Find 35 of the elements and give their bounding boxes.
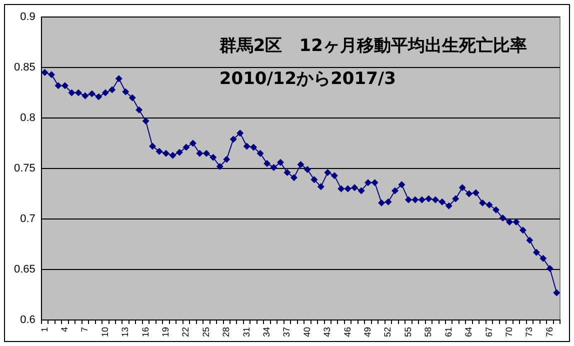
y-tick-label: 0.85 — [14, 62, 36, 74]
x-tick-label: 1 — [39, 326, 50, 332]
x-tick-label: 16 — [140, 326, 150, 338]
y-tick-label: 0.8 — [20, 112, 36, 124]
x-tick-label: 64 — [464, 326, 474, 338]
y-tick-label: 0.65 — [14, 264, 36, 276]
x-tick-label: 46 — [342, 326, 352, 338]
text: 2010/12から2017/3 — [219, 69, 396, 89]
x-tick-label: 73 — [524, 326, 534, 338]
y-tick-label: 0.7 — [20, 213, 36, 226]
x-tick-label: 58 — [423, 326, 434, 338]
x-tick-label: 67 — [484, 326, 494, 338]
x-tick-label: 37 — [282, 326, 292, 338]
x-tick-label: 31 — [241, 326, 252, 338]
x-tick-label: 70 — [504, 326, 514, 338]
x-tick-label: 55 — [402, 326, 413, 338]
x-tick-label: 28 — [221, 326, 232, 338]
x-tick-label: 52 — [382, 326, 393, 338]
x-tick-label: 19 — [160, 326, 170, 338]
x-tick-label: 43 — [322, 326, 332, 338]
x-tick-label: 7 — [80, 326, 90, 332]
x-tick-label: 61 — [443, 326, 454, 338]
y-tick-label: 0.6 — [20, 314, 36, 326]
x-tick-label: 13 — [120, 326, 130, 338]
x-tick-label: 22 — [180, 326, 191, 338]
x-tick-label: 34 — [262, 326, 272, 338]
x-tick-label: 4 — [59, 326, 70, 332]
x-tick-label: 25 — [200, 326, 211, 338]
text: 群馬2区 12ヶ月移動平均出生死亡比率 — [218, 36, 527, 56]
y-tick-label: 0.9 — [20, 11, 36, 24]
x-tick-label: 10 — [100, 326, 110, 338]
y-tick-label: 0.75 — [14, 162, 36, 175]
x-tick-label: 76 — [544, 326, 554, 338]
x-tick-label: 49 — [362, 326, 373, 338]
x-tick-label: 40 — [302, 326, 312, 338]
